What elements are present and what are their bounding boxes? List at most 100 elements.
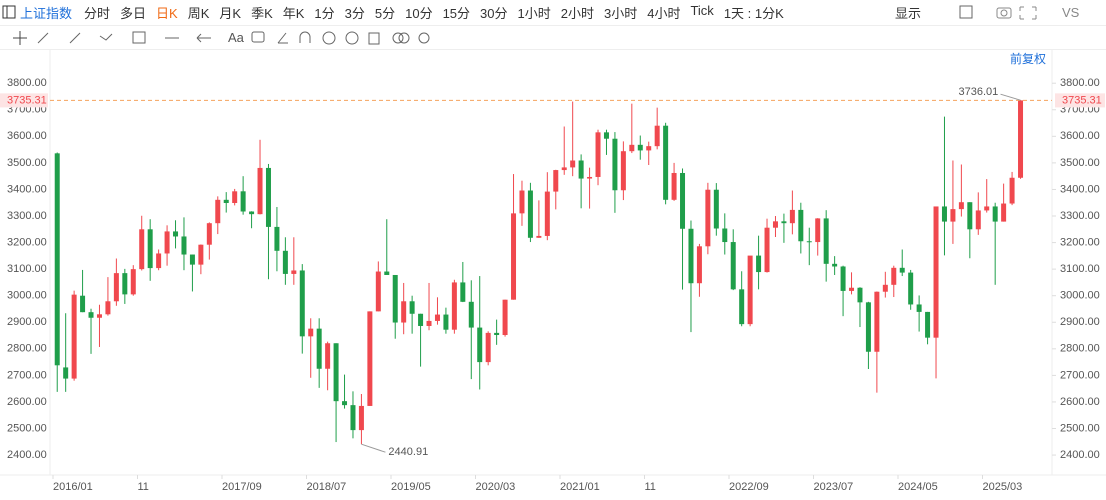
price-tag-label: 3735.31 [7, 94, 47, 106]
x-tick-label: 2018/07 [307, 481, 347, 493]
candle-body [494, 332, 500, 336]
period-tab[interactable]: 3分 [344, 6, 365, 21]
y-tick-label: 3300.00 [7, 210, 47, 222]
candle-body [992, 206, 998, 222]
symbol[interactable]: 上证指数 [20, 6, 73, 21]
candle-body [1018, 100, 1024, 178]
candle-body [434, 314, 440, 321]
leader-line [1000, 93, 1021, 101]
candle-body [71, 294, 77, 379]
period-tab[interactable]: 1小时 [517, 6, 551, 21]
candle-body [908, 272, 914, 305]
drawing-toolbar: Aa [0, 25, 1106, 50]
candle-body [139, 229, 145, 270]
period-tab[interactable]: 月K [219, 6, 242, 21]
candle-body [468, 301, 474, 328]
y-tick-label: 3000.00 [7, 290, 47, 302]
y-tick-label: 3100.00 [7, 263, 47, 275]
leader-line [361, 443, 386, 453]
candle-body [688, 228, 694, 284]
candle-body [409, 301, 415, 314]
period-tab[interactable]: 多日 [120, 6, 147, 21]
period-tab[interactable]: 年K [282, 6, 305, 21]
period-tab[interactable]: 1分 [314, 6, 335, 21]
period-tab[interactable]: 15分 [442, 6, 471, 21]
candle-body [206, 223, 212, 245]
candle-body [147, 229, 153, 269]
y-tick-label: 3400.00 [1060, 183, 1100, 195]
candle-body [840, 266, 846, 291]
candle-body [967, 202, 973, 230]
candle-body [637, 144, 643, 151]
candle-body [54, 153, 60, 366]
candle-body [544, 191, 550, 236]
text-tool[interactable]: Aa [228, 30, 244, 45]
candle-body [527, 190, 533, 238]
adjust-label[interactable]: 前复权 [1010, 51, 1046, 66]
candle-body [384, 271, 390, 275]
candle-body [587, 176, 593, 179]
candle-body [249, 211, 255, 215]
period-tab[interactable]: 分时 [84, 6, 111, 21]
display-button[interactable]: 显示 [895, 6, 922, 21]
candle-body [502, 299, 508, 336]
candle-body [832, 263, 838, 267]
candle-body [739, 289, 745, 325]
candle-body [958, 202, 964, 210]
candle-body [857, 287, 863, 303]
period-tab[interactable]: 30分 [480, 6, 508, 21]
candle-body [316, 328, 322, 369]
period-tab[interactable]: 季K [251, 6, 273, 21]
candle-body [240, 191, 246, 212]
y-tick-label: 3500.00 [7, 157, 47, 169]
candle-body [798, 209, 804, 242]
candle-body [308, 328, 314, 337]
y-tick-label: 2800.00 [1060, 343, 1100, 355]
period-tab[interactable]: 5分 [374, 6, 396, 21]
candle-body [595, 132, 601, 177]
period-tab[interactable]: 日K [156, 6, 178, 21]
candle-body [173, 231, 179, 237]
candle-body [1001, 203, 1007, 222]
period-tab[interactable]: 3小时 [603, 6, 638, 21]
candle-body [451, 282, 457, 330]
period-tab[interactable]: 1天 : 1分K [723, 6, 784, 21]
x-tick-label: 2019/05 [391, 481, 431, 493]
candle-body [680, 172, 686, 229]
compare-button[interactable]: VS [1062, 5, 1080, 20]
period-tab[interactable]: 4小时 [647, 6, 681, 21]
candle-body [80, 295, 86, 313]
candle-body [223, 199, 229, 203]
y-tick-label: 3800.00 [1060, 77, 1100, 89]
candle-body [181, 236, 187, 255]
candle-body [806, 241, 812, 243]
candle-body [663, 125, 669, 200]
period-tab[interactable]: 10分 [405, 6, 433, 21]
candle-body [696, 246, 702, 284]
max-label: 3736.01 [959, 86, 999, 98]
candle-body [941, 206, 947, 222]
sidebar-icon[interactable] [2, 5, 16, 19]
candle-body [113, 273, 119, 302]
candle-body [933, 206, 939, 338]
period-tab[interactable]: 2小时 [560, 6, 594, 21]
y-tick-label: 3200.00 [7, 236, 47, 248]
candle-body [392, 274, 398, 323]
candle-body [713, 189, 719, 229]
candle-body [570, 160, 576, 168]
candle-body [519, 190, 525, 214]
period-tab[interactable]: Tick [690, 3, 714, 18]
x-tick-label: 2025/03 [983, 481, 1023, 493]
y-tick-label: 2900.00 [1060, 316, 1100, 328]
candle-body [789, 209, 795, 224]
y-tick-label: 2700.00 [1060, 369, 1100, 381]
candle-body [156, 253, 162, 269]
candle-body [299, 270, 305, 337]
y-tick-label: 2900.00 [7, 316, 47, 328]
candle-body [426, 320, 432, 326]
x-tick-label: 2017/09 [222, 481, 262, 493]
period-tab[interactable]: 周K [187, 6, 210, 21]
candle-body [849, 287, 855, 291]
price-tag [1055, 93, 1105, 108]
